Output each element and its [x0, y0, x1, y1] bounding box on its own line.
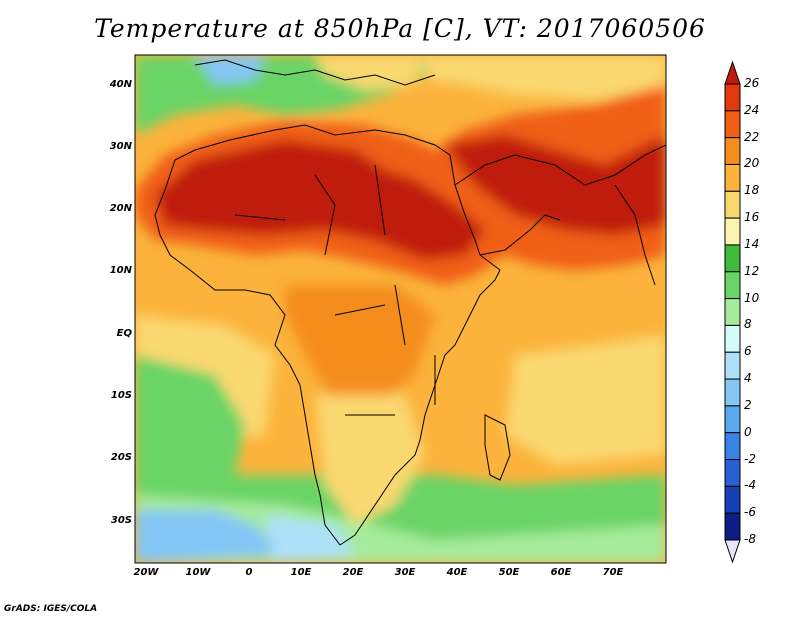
colorbar-swatch [724, 137, 741, 165]
colorbar-label: 8 [744, 317, 752, 332]
zone-indian-ocean [505, 335, 666, 465]
zone-central-africa [285, 285, 435, 415]
colorbar-swatch [724, 271, 741, 300]
lon-label-20w: 20W [133, 567, 159, 578]
colorbar-swatch [724, 298, 741, 326]
colorbar: 26 24 22 20 18 16 14 12 10 8 6 4 2 0 -2 -4 -6 -8 [724, 60, 795, 564]
colorbar-label: 16 [744, 210, 760, 225]
lat-label-20n: 20N [109, 203, 132, 214]
zone-med-east [315, 55, 425, 90]
arabia-south-coast [479, 214, 561, 256]
colorbar-label: 24 [744, 102, 760, 117]
colorbar-swatch [724, 485, 741, 514]
lat-label-20s: 20S [110, 452, 132, 463]
colorbar-max-arrow [724, 60, 741, 85]
africa-coast [154, 124, 501, 546]
zone-south-cool [265, 515, 355, 563]
zone-asia-north [425, 55, 666, 100]
colorbar-swatch [724, 83, 741, 112]
colorbar-label: -6 [744, 505, 756, 520]
colorbar-swatch [724, 163, 741, 192]
lon-label-10w: 10W [185, 567, 211, 578]
colorbar-label: 12 [744, 263, 760, 278]
footer-credit: GrADS: IGES/COLA [4, 604, 98, 614]
colorbar-label: 6 [744, 344, 752, 359]
lon-label-20e: 20E [342, 567, 364, 578]
colorbar-swatch [724, 217, 741, 246]
lat-label-30s: 30S [110, 515, 132, 526]
lat-label-eq: EQ [116, 328, 132, 339]
colorbar-label: 18 [744, 183, 760, 198]
temperature-map [134, 54, 667, 564]
map-title: Temperature at 850hPa [C], VT: 201706050… [94, 14, 706, 43]
lat-label-10s: 10S [110, 390, 132, 401]
lon-label-30e: 30E [394, 567, 416, 578]
colorbar-label: 26 [744, 76, 760, 90]
zone-southwest-cold [135, 510, 285, 563]
colorbar-swatches [724, 60, 741, 564]
colorbar-label: 2 [744, 397, 752, 412]
colorbar-swatch [724, 432, 741, 461]
lon-label-70e: 70E [602, 567, 624, 578]
temperature-field [134, 54, 667, 564]
lon-label-40e: 40E [446, 567, 468, 578]
colorbar-swatch [724, 351, 741, 380]
europe-coast [194, 59, 436, 86]
colorbar-swatch [724, 190, 741, 219]
colorbar-label: 0 [744, 424, 752, 439]
zone-southern-africa [315, 395, 425, 525]
colorbar-label: 10 [744, 290, 760, 305]
lat-label-10n: 10N [109, 265, 132, 276]
colorbar-swatch [724, 244, 741, 273]
madagascar-coast [484, 414, 511, 481]
colorbar-swatch [724, 324, 741, 353]
colorbar-label: 20 [744, 156, 760, 171]
zone-atlantic-green [135, 355, 245, 485]
zone-sahara-core [155, 140, 485, 260]
colorbar-label: 22 [744, 129, 760, 144]
lon-label-0: 0 [245, 567, 253, 578]
colorbar-label: -8 [744, 532, 756, 546]
colorbar-swatch [724, 110, 741, 139]
colorbar-swatch [724, 512, 741, 541]
india-coast [614, 184, 656, 286]
colorbar-label: -4 [744, 478, 756, 493]
colorbar-swatch [724, 459, 741, 487]
lat-label-30n: 30N [109, 141, 132, 152]
lon-label-50e: 50E [498, 567, 520, 578]
colorbar-swatch [724, 378, 741, 407]
colorbar-label: -2 [744, 451, 756, 466]
map-frame [134, 54, 667, 564]
colorbar-swatch [724, 405, 741, 434]
colorbar-label: 4 [744, 371, 752, 386]
lon-label-60e: 60E [550, 567, 572, 578]
arabia-asia-coast [454, 144, 666, 186]
lon-label-10e: 10E [290, 567, 312, 578]
coastlines [154, 59, 666, 546]
lat-label-40n: 40N [109, 79, 132, 90]
colorbar-min-arrow [724, 539, 741, 564]
country-borders [234, 164, 436, 416]
colorbar-label: 14 [744, 236, 760, 251]
